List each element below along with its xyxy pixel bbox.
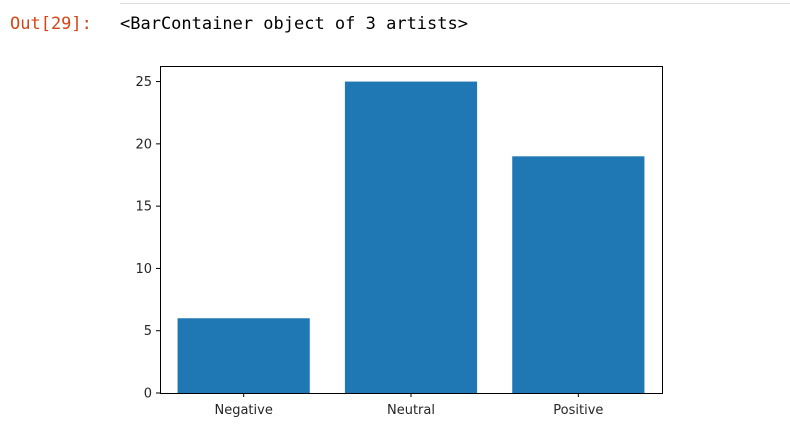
bar-neutral <box>344 81 478 394</box>
plot-frame <box>160 66 663 394</box>
y-tick-label: 25 <box>135 75 152 90</box>
output-text: <BarContainer object of 3 artists> <box>120 14 468 34</box>
bars-layer <box>177 81 645 394</box>
y-tick-label: 5 <box>144 324 152 339</box>
y-tick-label: 0 <box>144 387 152 402</box>
bar-positive <box>512 156 645 393</box>
y-tick-label: 15 <box>135 200 152 215</box>
x-axis: Negative Neutral Positive <box>214 393 603 418</box>
bar-negative <box>177 318 310 393</box>
y-axis: 0 5 10 15 20 25 <box>135 75 160 402</box>
y-tick-label: 20 <box>135 137 152 152</box>
x-tick-label: Positive <box>553 403 603 418</box>
y-tick-label: 10 <box>135 262 152 277</box>
output-prompt: Out[29]: <box>10 14 92 34</box>
x-tick-label: Negative <box>214 403 272 418</box>
x-tick-label: Neutral <box>387 403 435 418</box>
cell-top-border <box>120 0 790 4</box>
